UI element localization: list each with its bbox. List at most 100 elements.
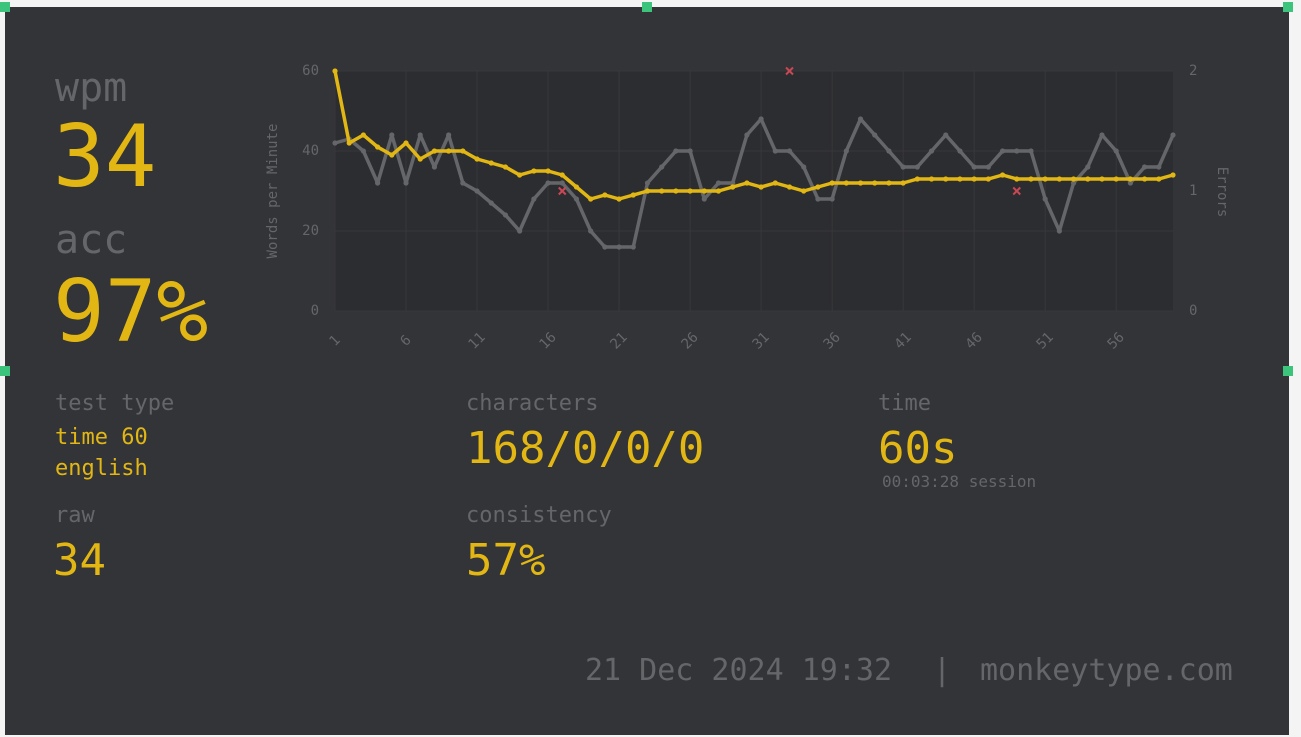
series-point [602, 244, 608, 250]
series-point [928, 176, 935, 182]
resize-handle[interactable] [1283, 366, 1293, 376]
series-point [971, 176, 977, 182]
series-point [701, 196, 707, 202]
series-point [1141, 164, 1148, 170]
time-value: 60s [878, 423, 958, 474]
series-point [474, 156, 480, 162]
resize-handle[interactable] [642, 2, 652, 12]
series-point [744, 180, 750, 186]
resize-handle[interactable] [1283, 2, 1293, 12]
series-point [673, 188, 679, 194]
series-point [1099, 176, 1105, 182]
series-point [872, 180, 878, 186]
series-point [1070, 180, 1077, 186]
series-point [630, 244, 636, 250]
x-tick-label: 41 [892, 329, 915, 352]
series-point [389, 152, 395, 158]
footer-separator: | [933, 653, 952, 688]
error-mark [785, 66, 794, 76]
series-point [488, 160, 494, 166]
series-point [985, 176, 991, 182]
series-point [999, 148, 1006, 154]
series-point [1085, 176, 1091, 182]
series-point [701, 188, 707, 194]
resize-handle[interactable] [0, 366, 10, 376]
footer-site: monkeytype.com [980, 653, 1233, 688]
series-point [1127, 180, 1133, 186]
wpm-value: 34 [53, 107, 157, 207]
x-tick-label: 46 [963, 329, 986, 352]
raw-value: 34 [53, 535, 106, 586]
series-point [886, 148, 892, 154]
x-tick-label: 36 [821, 329, 844, 352]
series-point [758, 184, 764, 190]
series-point [900, 164, 906, 170]
series-point [659, 188, 665, 194]
series-point [602, 192, 608, 198]
series-point [616, 244, 622, 250]
series-point [886, 180, 892, 186]
series-point [502, 164, 509, 170]
consistency-value: 57% [466, 535, 546, 586]
series-point [928, 148, 935, 154]
series-point [545, 168, 551, 174]
series-point [786, 184, 793, 190]
series-point [573, 196, 580, 202]
y2-tick-label: 0 [1189, 303, 1197, 319]
series-point [914, 176, 920, 182]
series-point [431, 164, 438, 170]
series-point [446, 132, 452, 138]
series-point [801, 164, 807, 170]
series-point [843, 148, 849, 154]
series-point [573, 184, 580, 190]
series-point [1127, 176, 1133, 182]
x-tick-label: 31 [749, 329, 772, 352]
series-point [772, 148, 778, 154]
series-point [985, 164, 991, 170]
session-time: 00:03:28 session [882, 472, 1037, 491]
series-point [460, 180, 466, 186]
series-point [1028, 176, 1034, 182]
plot-area [335, 71, 1173, 311]
series-point [588, 196, 594, 202]
series-point [857, 116, 864, 122]
series-point [375, 180, 381, 186]
series-point [1099, 132, 1105, 138]
series-point [630, 192, 636, 198]
series-point [843, 180, 849, 186]
series-point [744, 132, 750, 138]
series-point [559, 172, 565, 178]
series-point [715, 188, 722, 194]
series-point [900, 180, 906, 186]
series-point [431, 148, 438, 154]
series-point [815, 184, 821, 190]
series-point [1056, 228, 1062, 234]
series-point [1070, 176, 1077, 182]
series-point [772, 180, 778, 186]
series-point [517, 172, 523, 178]
series-point [417, 132, 423, 138]
series-point [1042, 176, 1048, 182]
wpm-label: wpm [55, 65, 128, 111]
series-point [517, 228, 523, 234]
series-point [673, 148, 679, 154]
characters-value: 168/0/0/0 [466, 423, 705, 474]
x-tick-label: 1 [326, 332, 343, 349]
y2-tick-label: 2 [1189, 63, 1197, 79]
series-point [943, 176, 949, 182]
series-point [687, 148, 693, 154]
series-point [403, 140, 409, 146]
resize-handle[interactable] [0, 2, 10, 12]
y-tick-label: 40 [302, 143, 319, 159]
x-tick-label: 56 [1105, 329, 1128, 352]
series-point [460, 148, 466, 154]
series-point [801, 188, 807, 194]
series-point [659, 164, 665, 170]
series-point [545, 180, 551, 186]
series-point [375, 144, 381, 150]
characters-label: characters [466, 391, 599, 416]
series-point [1028, 148, 1034, 154]
series-point [1170, 132, 1176, 138]
series-point [417, 156, 423, 162]
